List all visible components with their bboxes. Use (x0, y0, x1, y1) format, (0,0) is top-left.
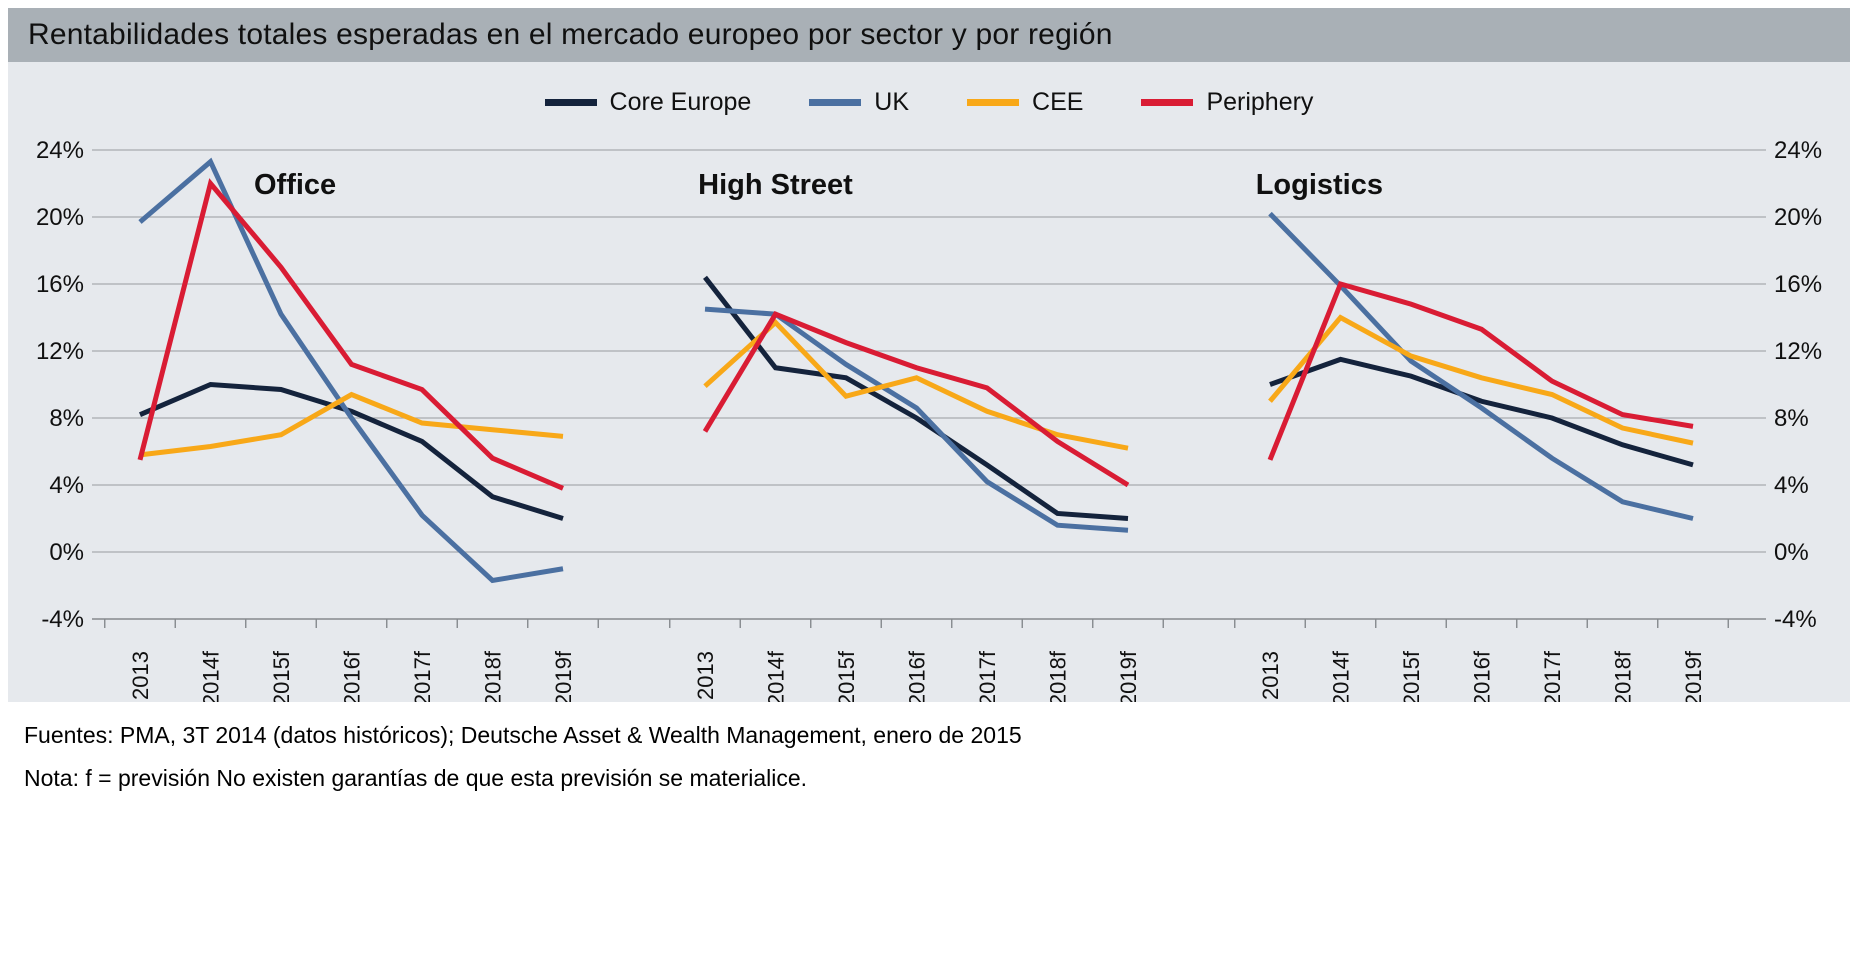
series-line-core-europe (703, 275, 1129, 521)
legend-item-uk: UK (809, 88, 909, 117)
x-tick-label: 2019f (551, 650, 576, 702)
series-line-periphery (137, 178, 564, 491)
series-line-periphery (1267, 280, 1694, 461)
x-tick-label: 2014f (1329, 650, 1354, 702)
y-tick-label-left: -4% (41, 606, 84, 633)
y-tick-label-right: 12% (1774, 338, 1822, 365)
title-bar: Rentabilidades totales esperadas en el m… (8, 8, 1850, 62)
x-tick-label: 2017f (1540, 650, 1565, 702)
y-tick-label-right: 20% (1774, 204, 1822, 231)
y-tick-label-left: 12% (36, 338, 84, 365)
legend-swatch (967, 99, 1020, 106)
legend-label: Periphery (1206, 88, 1314, 116)
line-chart: 24% 24% 20% 20% 16% 16% 12% 12% 8% 8% 4% 4% 0% 0% -4% -… (36, 137, 1822, 702)
y-tick-label-right: 4% (1774, 472, 1809, 499)
legend-swatch (544, 99, 597, 106)
panel-title-high-street: High Street (698, 169, 853, 201)
x-tick-label: 2015f (1399, 650, 1424, 702)
y-tick-label-left: 4% (49, 472, 84, 499)
x-tick-label: 2016f (340, 650, 365, 702)
y-tick-label-left: 8% (49, 405, 84, 432)
legend-item-periphery: Periphery (1141, 88, 1313, 117)
y-tick-label-right: 0% (1774, 539, 1809, 566)
x-tick-label: 2016f (905, 650, 930, 702)
y-tick-label-left: 16% (36, 271, 84, 298)
series-line-core-europe (1269, 356, 1694, 468)
y-tick-label-left: 20% (36, 204, 84, 231)
series-line-cee (139, 391, 564, 458)
series-line-uk (1268, 211, 1694, 521)
x-tick-label: 2019f (1681, 650, 1706, 702)
x-tick-label: 2018f (1611, 650, 1636, 702)
x-tick-label: 2015f (269, 650, 294, 702)
report-figure: Rentabilidades totales esperadas en el m… (0, 8, 1858, 792)
series-line-core-europe (139, 381, 564, 521)
x-tick-label: 2015f (834, 650, 859, 702)
legend-label: Core Europe (609, 88, 752, 116)
y-tick-label-right: 16% (1774, 271, 1822, 298)
source-text: Fuentes: PMA, 3T 2014 (datos históricos)… (24, 722, 1022, 748)
series-line-periphery (702, 311, 1130, 488)
y-tick-label-right: 24% (1774, 137, 1822, 164)
x-tick-label: 2014f (199, 650, 224, 702)
series-line-uk (138, 157, 564, 584)
chart-footer: Fuentes: PMA, 3T 2014 (datos históricos)… (0, 702, 1858, 792)
x-tick-label: 2017f (410, 650, 435, 702)
chart-title: Rentabilidades totales esperadas en el m… (28, 18, 1113, 51)
legend-label: CEE (1032, 88, 1084, 116)
legend-swatch (809, 99, 862, 106)
legend-swatch (1141, 99, 1194, 106)
x-tick-label: 2013 (1258, 651, 1283, 700)
y-tick-label-right: -4% (1774, 606, 1817, 633)
x-tick-label: 2018f (1046, 650, 1071, 702)
y-tick-label-right: 8% (1774, 405, 1809, 432)
y-tick-label-left: 0% (49, 539, 84, 566)
series-line-cee (703, 319, 1129, 451)
chart-area: Core Europe UK CEE Periphery 24% 24% 20% 20% 16… (8, 62, 1850, 702)
legend-item-cee: CEE (967, 88, 1083, 117)
x-tick-label: 2019f (1116, 650, 1141, 702)
chart-legend: Core Europe UK CEE Periphery (8, 88, 1850, 117)
x-tick-label: 2014f (764, 650, 789, 702)
series-line-cee (1268, 314, 1694, 446)
x-tick-label: 2013 (693, 651, 718, 700)
y-tick-label-left: 24% (36, 137, 84, 164)
x-tick-label: 2017f (975, 650, 1000, 702)
legend-label: UK (874, 88, 910, 116)
note-text: Nota: f = previsión No existen garantías… (24, 765, 808, 791)
panel-title-logistics: Logistics (1256, 169, 1383, 201)
legend-item-core-europe: Core Europe (544, 88, 752, 117)
x-tick-label: 2016f (1470, 650, 1495, 702)
panel-title-office: Office (254, 169, 336, 201)
x-tick-label: 2013 (128, 651, 153, 700)
x-tick-label: 2018f (481, 650, 506, 702)
